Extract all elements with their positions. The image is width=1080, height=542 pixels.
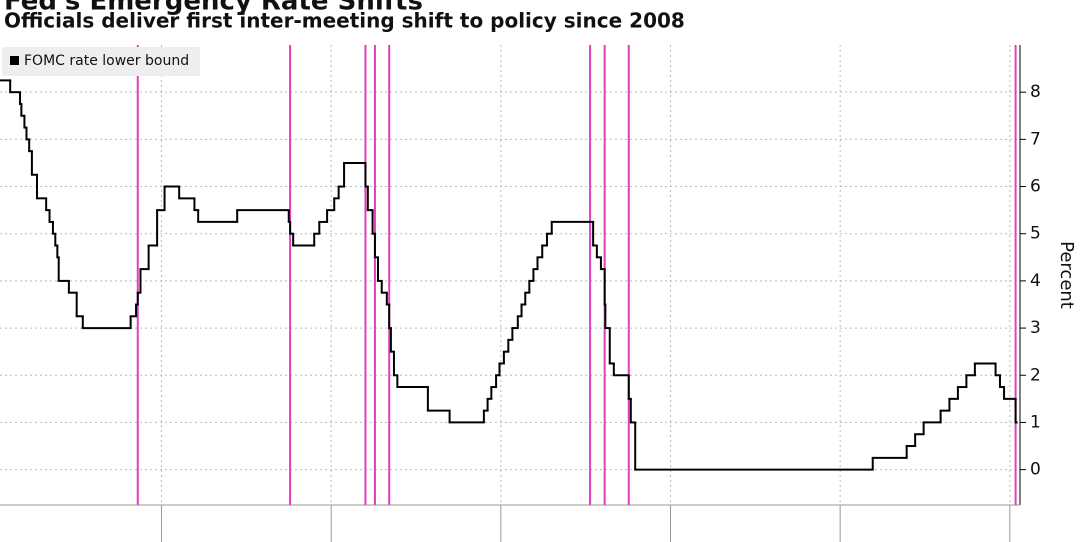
- x-tick-label: 2015–2019: [875, 539, 976, 542]
- y-tick-label: 6: [1030, 177, 1041, 197]
- x-tick-label: 2000–2004: [366, 539, 467, 542]
- y-tick-label: 3: [1030, 318, 1041, 338]
- y-axis-label: Percent: [1056, 241, 1077, 309]
- chart-subtitle: Officials deliver first inter-meeting sh…: [4, 9, 685, 33]
- x-tick-label: 2005–2009: [535, 539, 636, 542]
- chart-title: Fed's Emergency Rate Shifts: [4, 0, 423, 17]
- y-tick-label: 2: [1030, 365, 1041, 385]
- legend-box: [2, 47, 200, 76]
- x-tick-label: 2010–2014: [705, 539, 806, 542]
- y-tick-label: 5: [1030, 224, 1041, 244]
- x-tick-label: 1995–1999: [196, 539, 297, 542]
- y-tick-label: 1: [1030, 412, 1041, 432]
- y-tick-label: 7: [1030, 129, 1041, 149]
- legend-swatch: [10, 56, 19, 65]
- legend-label: FOMC rate lower bound: [24, 53, 189, 69]
- x-tick-label: 1990–1994: [26, 539, 127, 542]
- y-tick-label: 4: [1030, 271, 1041, 291]
- y-tick-label: 8: [1030, 82, 1041, 102]
- y-tick-label: 0: [1030, 460, 1041, 480]
